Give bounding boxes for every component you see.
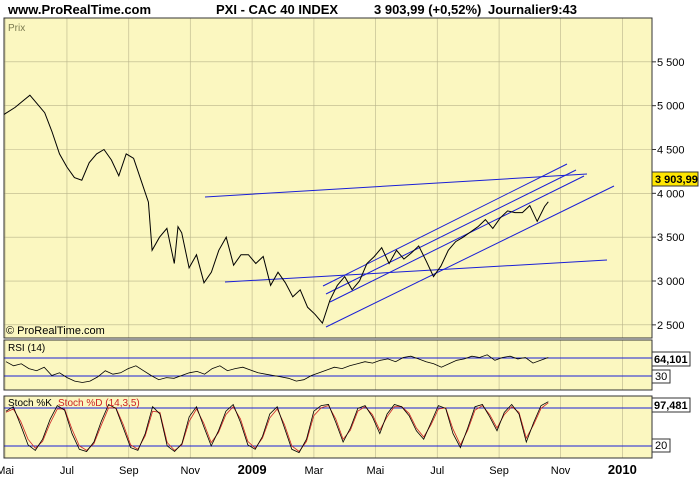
trendlines: [204, 163, 615, 328]
y-tick-label: 4 000: [657, 188, 685, 200]
x-tick-label: 2010: [608, 462, 637, 477]
trendline-lower-support: [224, 259, 608, 283]
x-tick-label: Sep: [119, 465, 139, 477]
x-tick-label: Mar: [304, 465, 323, 477]
price-plot-area: [4, 18, 652, 338]
x-tick-label: 2009: [238, 462, 267, 477]
price-panel-title: Prix: [8, 23, 25, 34]
price-line: [3, 94, 549, 325]
last-price-tag: 3 903,99: [651, 171, 699, 187]
y-tick-label: 2 500: [657, 320, 685, 332]
y-tick-label: 4 500: [657, 145, 685, 157]
trendline-upper-resistance: [204, 173, 588, 198]
time-label: 9:43: [551, 2, 578, 17]
stochastic-frame: [3, 395, 653, 459]
stoch-level-tag: 20: [651, 438, 671, 453]
stoch-level-label: 20: [655, 440, 667, 452]
stoch-value-tag: 97,481: [651, 397, 691, 413]
price-panel: Prix © ProRealTime.com 2 500 3 000 3 500 4 …: [3, 17, 699, 339]
x-tick-label: Jul: [60, 465, 74, 477]
stoch-value-label: 97,481: [654, 400, 688, 412]
x-tick-label: Nov: [551, 465, 571, 477]
rsi-level-label: 30: [655, 371, 667, 383]
site-url[interactable]: www.ProRealTime.com: [8, 2, 152, 17]
chart-header: www.ProRealTime.com PXI - CAC 40 INDEX 3…: [0, 0, 700, 18]
rsi-line: [5, 354, 549, 383]
last-price-tag-label: 3 903,99: [655, 174, 698, 186]
instrument-title: PXI - CAC 40 INDEX: [216, 2, 339, 17]
channel-line-4: [325, 185, 615, 328]
channel-line-3: [329, 175, 585, 303]
channel-line-1: [322, 163, 568, 287]
last-price-change: 3 903,99 (+0,52%): [374, 2, 482, 17]
x-tick-label: Mai: [0, 465, 14, 477]
y-tick-label: 5 000: [657, 101, 685, 113]
rsi-value-label: 64,101: [654, 354, 688, 366]
stoch-k-line: [5, 401, 549, 454]
y-tick-label: 5 500: [657, 57, 685, 69]
rsi-value-tag: 64,101: [651, 351, 691, 367]
x-tick-label: Sep: [489, 465, 509, 477]
x-tick-label: Nov: [180, 465, 200, 477]
watermark: © ProRealTime.com: [6, 325, 105, 337]
stoch-k-title: Stoch %K: [8, 398, 52, 409]
stoch-d-title: Stoch %D (14,3,5): [58, 398, 140, 409]
stoch-d-line: [5, 402, 549, 453]
x-tick-label: Mai: [367, 465, 385, 477]
channel-line-2: [325, 169, 577, 295]
rsi-title: RSI (14): [8, 343, 45, 354]
y-tick-label: 3 000: [657, 276, 685, 288]
x-axis: Mai Jul Sep Nov 2009 Mar Mai Jul Sep Nov 2010: [0, 462, 637, 477]
stochastic-panel: Stoch %K Stoch %D (14,3,5) 97,481 20: [3, 395, 691, 459]
x-tick-label: Jul: [430, 465, 444, 477]
rsi-level-tag: 30: [651, 369, 671, 384]
period-label: Journalier: [488, 2, 551, 17]
rsi-panel: RSI (14) 64,101 30: [3, 339, 691, 391]
y-tick-label: 3 500: [657, 232, 685, 244]
rsi-plot-area: [4, 340, 652, 390]
